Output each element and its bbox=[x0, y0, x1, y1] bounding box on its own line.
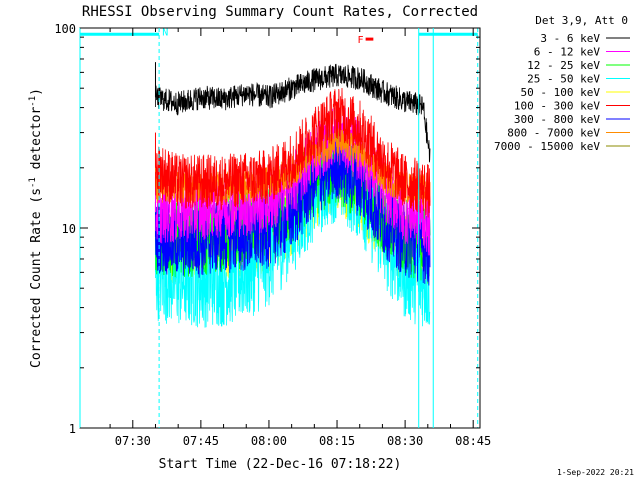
series-line-800-7000kev-kev bbox=[155, 126, 431, 207]
y-tick-label: 100 bbox=[54, 22, 76, 36]
y-label-sup-1: -1 bbox=[28, 177, 38, 188]
legend-title: Det 3,9, Att 0 bbox=[535, 14, 628, 27]
footer-timestamp: 1-Sep-2022 20:21 bbox=[557, 468, 634, 477]
legend-label: 800 - 7000 keV bbox=[507, 127, 600, 140]
y-axis-label: Corrected Count Rate (s-1 detector-1) bbox=[28, 88, 44, 368]
legend-label: 50 - 100 keV bbox=[521, 86, 601, 99]
x-axis-label: Start Time (22-Dec-16 07:18:22) bbox=[159, 457, 402, 472]
x-tick-label: 08:30 bbox=[387, 434, 423, 448]
x-tick-label: 08:45 bbox=[455, 434, 491, 448]
legend-label: 6 - 12 keV bbox=[534, 46, 601, 59]
x-tick-label: 08:00 bbox=[251, 434, 287, 448]
series-line-3-6kev-kev bbox=[155, 63, 431, 163]
series-layer bbox=[154, 62, 431, 328]
x-tick-label: 07:30 bbox=[115, 434, 151, 448]
legend-label: 3 - 6 keV bbox=[540, 32, 600, 45]
legend-label: 12 - 25 keV bbox=[527, 59, 600, 72]
legend-label: 300 - 800 keV bbox=[514, 113, 600, 126]
y-label-sup-2: -1 bbox=[28, 96, 38, 107]
series-line-25-50kev-kev bbox=[155, 130, 431, 328]
y-label-part-2: detector bbox=[29, 107, 44, 178]
x-tick-label: 08:15 bbox=[319, 434, 355, 448]
legend-label: 100 - 300 keV bbox=[514, 100, 600, 113]
x-tick-label: 07:45 bbox=[183, 434, 219, 448]
legend-label: 7000 - 15000 keV bbox=[494, 140, 600, 153]
annotation-n: N bbox=[162, 28, 168, 39]
series-line-300-800kev-kev bbox=[155, 132, 431, 286]
legend-label: 25 - 50 keV bbox=[527, 73, 600, 86]
series-line-100-300kev-kev bbox=[155, 87, 431, 218]
y-label-part-1: Corrected Count Rate (s bbox=[29, 188, 44, 368]
y-label-part-3: ) bbox=[29, 88, 44, 96]
y-tick-label: 1 bbox=[69, 422, 76, 436]
axis-layer: 07:30 07:45 08:00 08:15 08:30 08:45 1 10 100 bbox=[54, 22, 491, 448]
annotation-f: F bbox=[357, 35, 363, 46]
chart-title: RHESSI Observing Summary Count Rates, Co… bbox=[82, 4, 478, 20]
flag-layer: NF bbox=[80, 28, 478, 46]
y-tick-label: 10 bbox=[62, 222, 76, 236]
